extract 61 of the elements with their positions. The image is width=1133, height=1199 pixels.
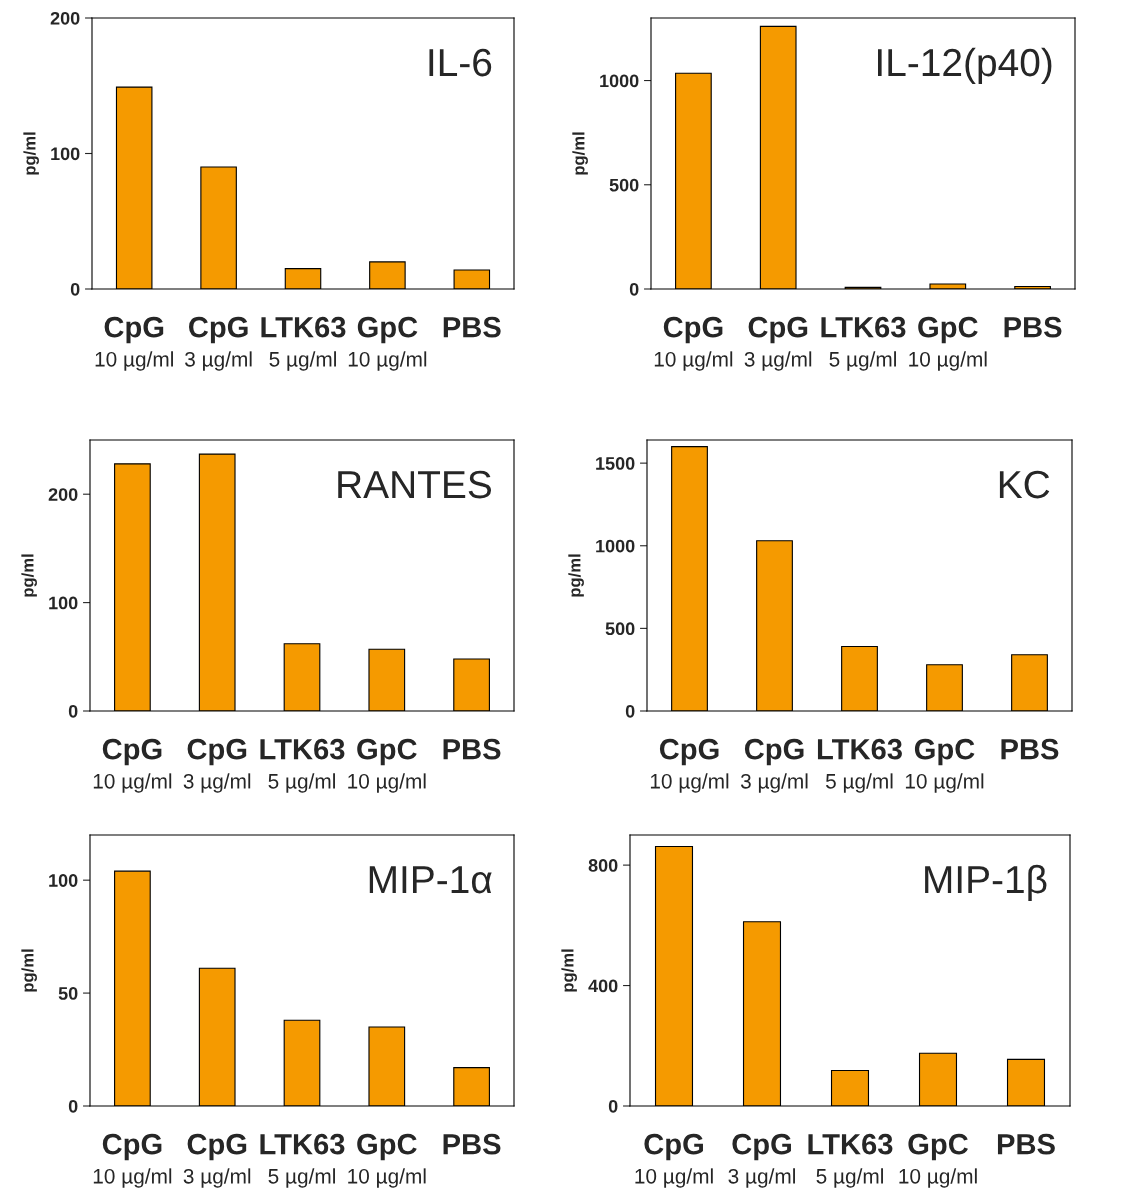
y-tick-label: 200 xyxy=(50,11,80,25)
y-tick-label: 100 xyxy=(49,596,78,610)
y-axis-title: pg/ml xyxy=(561,949,577,992)
x-tick-label: CpG 10 µg/ml xyxy=(654,316,733,371)
y-tick-label: 400 xyxy=(588,979,618,993)
y-tick-label: 500 xyxy=(605,622,635,636)
x-tick-label: CpG 10 µg/ml xyxy=(93,738,172,793)
x-tick-label: CpG 3 µg/ml xyxy=(183,1133,251,1188)
x-tick-label: CpG 10 µg/ml xyxy=(650,738,729,793)
y-axis-title: pg/ml xyxy=(23,132,39,175)
y-axis-title: pg/ml xyxy=(572,132,588,175)
x-tick-label: CpG 10 µg/ml xyxy=(95,316,173,371)
x-tick-label: PBS xyxy=(443,738,501,760)
y-tick-label: 1000 xyxy=(596,539,635,553)
y-axis-title: pg/ml xyxy=(21,949,37,992)
x-tick-label: LTK63 5 µg/ml xyxy=(261,316,346,371)
y-tick-label: 1000 xyxy=(600,74,639,88)
x-tick-label: CpG 3 µg/ml xyxy=(728,1133,795,1188)
x-tick-label: GpC 10 µg/ml xyxy=(909,316,987,371)
x-tick-label: LTK63 5 µg/ml xyxy=(821,316,906,371)
x-tick-label: GpC 10 µg/ml xyxy=(348,316,427,371)
x-tick-label: CpG 10 µg/ml xyxy=(635,1133,713,1188)
y-tick-label: 0 xyxy=(629,282,639,296)
x-tick-label: GpC 10 µg/ml xyxy=(899,1133,977,1188)
y-tick-label: 0 xyxy=(625,704,635,718)
text: MIP-1α xyxy=(369,866,492,894)
text: KC xyxy=(999,470,1050,499)
y-tick-label: 0 xyxy=(608,1099,618,1113)
x-tick-label: CpG 3 µg/ml xyxy=(185,316,252,371)
text: IL-12(p40) xyxy=(877,47,1052,85)
y-tick-label: 0 xyxy=(68,1099,78,1113)
y-tick-label: 0 xyxy=(70,282,80,296)
text: IL-6 xyxy=(429,48,492,77)
y-tick-label: 200 xyxy=(48,488,78,501)
y-tick-label: 0 xyxy=(68,704,78,718)
x-tick-label: GpC 10 µg/ml xyxy=(348,1133,426,1188)
y-tick-label: 1500 xyxy=(596,457,635,470)
x-tick-label: PBS xyxy=(443,1133,501,1155)
y-axis-title: pg/ml xyxy=(21,554,37,597)
x-tick-label: LTK63 5 µg/ml xyxy=(260,1133,345,1188)
text: MIP-1β xyxy=(925,864,1047,902)
y-tick-label: 100 xyxy=(51,147,80,161)
x-tick-label: GpC 10 µg/ml xyxy=(905,738,984,793)
text: RANTES xyxy=(338,470,492,499)
y-axis-title: pg/ml xyxy=(568,554,584,597)
x-tick-label: GpC 10 µg/ml xyxy=(348,738,426,793)
x-tick-label: CpG 10 µg/ml xyxy=(93,1133,172,1188)
x-tick-label: CpG 3 µg/ml xyxy=(744,316,812,371)
x-tick-label: CpG 3 µg/ml xyxy=(740,738,808,793)
x-tick-label: PBS xyxy=(997,1133,1055,1155)
x-tick-label: PBS xyxy=(1004,316,1062,338)
y-tick-label: 500 xyxy=(609,178,639,192)
x-tick-label: PBS xyxy=(1001,738,1059,760)
x-tick-label: PBS xyxy=(443,316,501,338)
x-tick-label: LTK63 5 µg/ml xyxy=(260,738,345,793)
x-tick-label: LTK63 5 µg/ml xyxy=(817,738,902,793)
y-tick-label: 50 xyxy=(58,987,78,1000)
x-tick-label: CpG 3 µg/ml xyxy=(183,738,251,793)
x-tick-label: LTK63 5 µg/ml xyxy=(808,1133,893,1188)
y-tick-label: 100 xyxy=(49,874,78,887)
y-tick-label: 800 xyxy=(588,859,618,872)
